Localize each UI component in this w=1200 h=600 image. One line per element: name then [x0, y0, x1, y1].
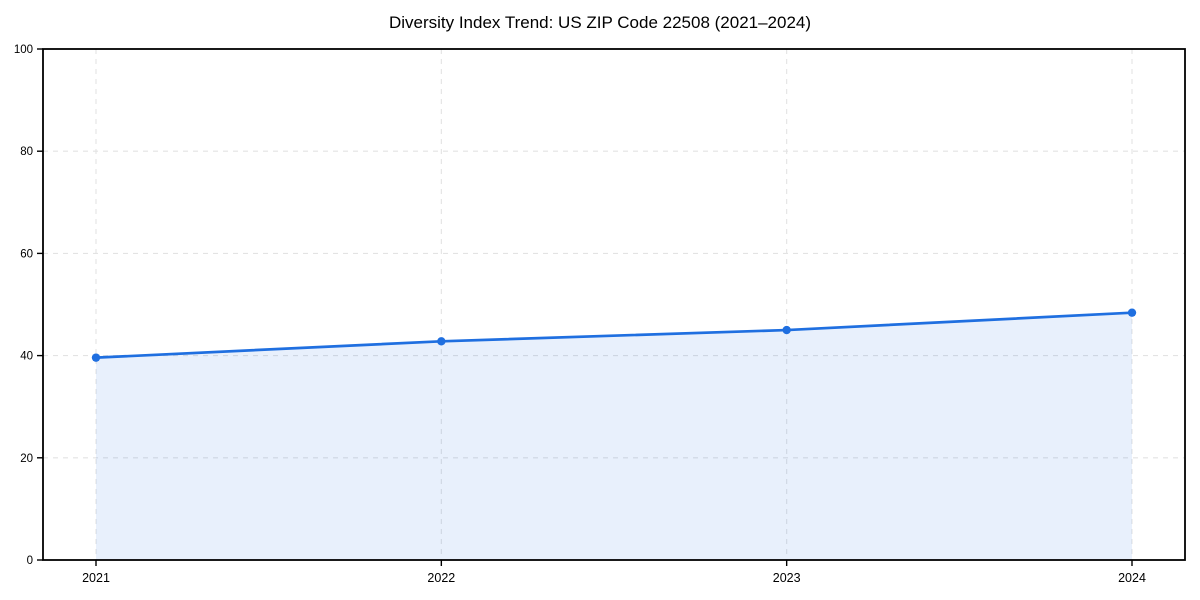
data-markers	[91, 308, 1137, 362]
y-tick-label: 60	[20, 248, 33, 260]
y-tick-label: 40	[20, 351, 33, 363]
data-point	[1127, 308, 1137, 317]
area-fill	[96, 312, 1132, 560]
data-point	[91, 353, 101, 362]
data-point	[782, 325, 791, 335]
y-tick-label: 100	[14, 44, 33, 56]
y-tick-label: 0	[27, 555, 33, 567]
chart-title: Diversity Index Trend: US ZIP Code 22508…	[388, 13, 812, 32]
y-tick-label: 80	[20, 146, 33, 158]
plot-border	[42, 48, 1186, 561]
x-tick-labels: 2021 2022 2023 2024	[82, 571, 1146, 585]
tick-marks	[37, 48, 1133, 566]
trend-line	[94, 311, 1134, 359]
y-tick-label: 20	[20, 453, 33, 465]
x-tick-label: 2024	[1118, 571, 1146, 585]
x-tick-label: 2021	[82, 571, 110, 585]
data-point	[437, 337, 446, 346]
x-tick-label: 2023	[773, 571, 801, 585]
y-tick-labels: 0 20 40 60 80 100	[14, 44, 33, 567]
x-tick-label: 2022	[427, 571, 455, 585]
